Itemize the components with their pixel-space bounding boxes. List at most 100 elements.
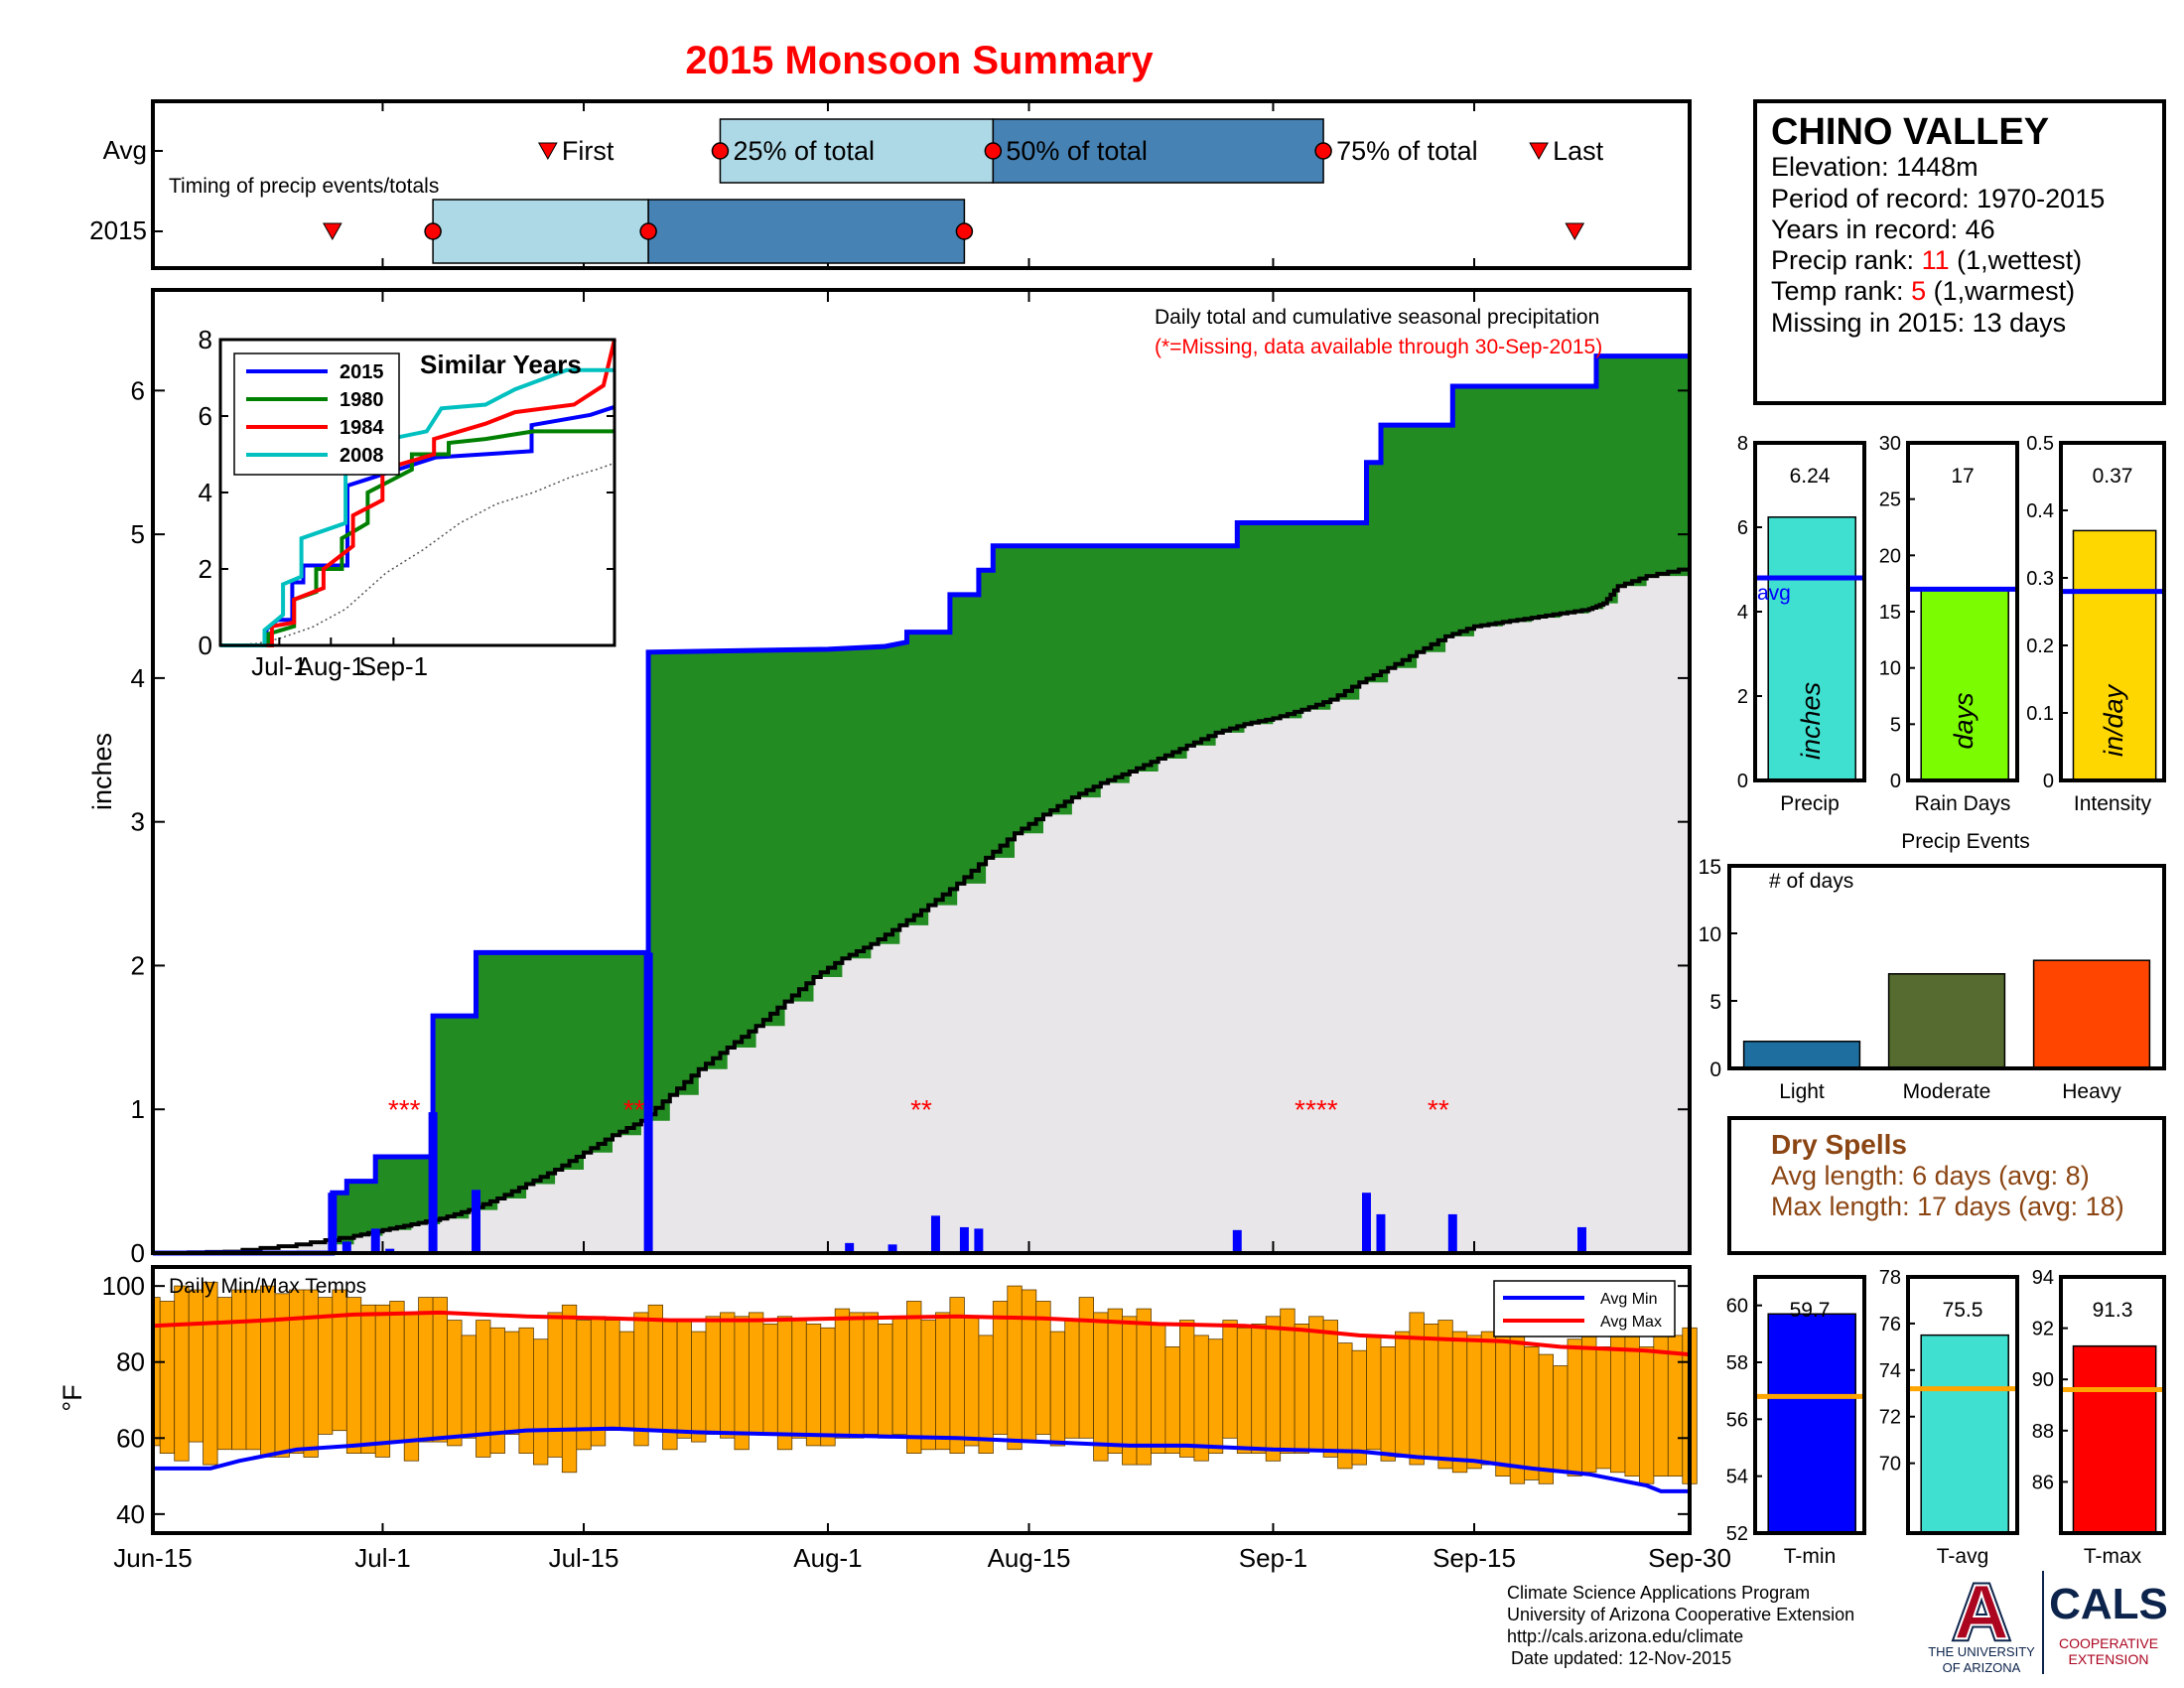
- temp-title: Daily Min/Max Temps: [169, 1275, 366, 1298]
- daily-precip-bar: [930, 1215, 940, 1253]
- daily-temp-bar: [374, 1304, 391, 1458]
- temp-rank: Temp rank: 5 (1,warmest): [1771, 276, 2075, 306]
- daily-temp-bar: [1567, 1338, 1582, 1477]
- daily-temp-bar: [935, 1312, 951, 1451]
- daily-precip-bar: [1362, 1193, 1371, 1253]
- events-bar-moderate: [1887, 973, 2006, 1069]
- daily-temp-bar: [749, 1312, 764, 1435]
- date-xtick-label: Sep-15: [1433, 1543, 1516, 1573]
- daily-temp-bar: [1322, 1320, 1338, 1458]
- cals-line-1: COOPERATIVE: [2059, 1635, 2158, 1651]
- daily-temp-bar: [618, 1331, 635, 1431]
- precip-panel-value: 0.37: [2093, 465, 2133, 488]
- temp-ytick-label: 40: [116, 1499, 145, 1529]
- precip-panel-ytick-label: 8: [1737, 433, 1748, 455]
- footer-line-3: http://cals.arizona.edu/climate: [1507, 1626, 1743, 1646]
- temp-ytick-label: 100: [102, 1271, 145, 1301]
- daily-temp-bar: [992, 1301, 1009, 1435]
- daily-precip-bar: [1447, 1213, 1457, 1253]
- daily-temp-bar: [288, 1289, 305, 1455]
- daily-temp-bar: [203, 1281, 218, 1466]
- daily-temp-bar: [1093, 1312, 1109, 1462]
- avg-cumulative-area: [153, 567, 1690, 1253]
- daily-temp-bar: [503, 1331, 520, 1435]
- daily-temp-bar: [891, 1316, 907, 1435]
- inset-line-1984: [220, 339, 616, 647]
- precip-summary-bars: 0 2 4 6 8 6.24 Precip inches avg 0 5 10 15 20 25 30 17 Ra…: [1737, 433, 2166, 815]
- date-x-axis: Jun-15 Jul-1 Jul-15 Aug-1 Aug-15 Sep-1 Sep-15 S…: [113, 1523, 1731, 1573]
- temp-panel-ytick-label: 94: [2032, 1267, 2054, 1289]
- temp-panel-ytick-label: 92: [2032, 1319, 2054, 1340]
- daily-temp-bar: [1064, 1320, 1080, 1439]
- legend-avg-min: Avg Min: [1600, 1291, 1658, 1308]
- precip-panel-ytick-label: 5: [1890, 714, 1901, 736]
- daily-temp-bar: [1007, 1285, 1023, 1451]
- daily-temp-bar: [791, 1320, 807, 1439]
- temp-ytick-label: 60: [116, 1423, 145, 1453]
- daily-temp-bar: [776, 1316, 793, 1451]
- main-ytick-label: 0: [131, 1238, 145, 1268]
- 2015-75pct-marker: [955, 222, 974, 240]
- temperature-chart: 40 60 80 100 Jun-15 Jul-1 Jul-15 Aug-1 Aug-15 Se…: [58, 1265, 1731, 1573]
- daily-temp-bar: [518, 1327, 534, 1455]
- main-y-axis: 0 1 2 3 4 5 6: [131, 290, 1691, 1268]
- daily-temp-bar: [906, 1301, 922, 1455]
- date-xtick-label: Sep-1: [1239, 1543, 1307, 1573]
- daily-precip-bars: [328, 952, 1586, 1253]
- station-info-box: CHINO VALLEY Elevation: 1448m Period of …: [1753, 99, 2166, 405]
- temp-bar-t-max: [2072, 1344, 2157, 1534]
- events-title: Precip Events: [1901, 830, 2030, 853]
- daily-temp-bar: [1308, 1316, 1324, 1451]
- daily-temp-bar: [691, 1331, 707, 1443]
- avg-timing-box-50-75: [992, 118, 1324, 184]
- main-ytick-label: 4: [131, 663, 145, 693]
- inset-line-1980: [220, 429, 614, 647]
- main-plot-frame: [151, 288, 1692, 1255]
- daily-precip-bar: [1577, 1226, 1586, 1253]
- temp-panel-frame: [1906, 1275, 2019, 1535]
- daily-temp-bar: [1610, 1331, 1626, 1474]
- date-xtick-label: Jul-15: [549, 1543, 619, 1573]
- missing-marker: ***: [388, 1094, 421, 1125]
- daily-temp-bar: [1164, 1346, 1180, 1455]
- daily-temp-bar: [849, 1312, 865, 1439]
- daily-temp-bar: [418, 1297, 434, 1443]
- events-category-label: Light: [1779, 1080, 1825, 1103]
- temp-panel-label: T-max: [2084, 1545, 2142, 1568]
- inset-legend-label-2008: 2008: [340, 445, 384, 467]
- events-ytick-label: 15: [1699, 856, 1721, 879]
- daily-temp-bar: [863, 1312, 879, 1435]
- daily-precip-bar: [1232, 1229, 1242, 1253]
- precip-panel-unit: inches: [1796, 682, 1826, 760]
- footer-line-4: Date updated: 12-Nov-2015: [1511, 1648, 1731, 1668]
- precip-panel-ytick-label: 20: [1879, 545, 1901, 567]
- daily-temp-bar: [1451, 1331, 1468, 1474]
- events-category-label: Moderate: [1903, 1080, 1991, 1103]
- precip-panel-unit: days: [1949, 692, 1979, 749]
- inset-legend: 2015 1980 1984 2008: [246, 361, 384, 467]
- timing-markers: [322, 142, 1585, 241]
- daily-precip-bar: [385, 1248, 395, 1253]
- daily-temp-bar: [1653, 1335, 1669, 1477]
- temp-panel-value: 91.3: [2093, 1299, 2133, 1322]
- inset-ytick-label: 4: [199, 478, 212, 507]
- daily-temp-bar: [1667, 1335, 1684, 1477]
- daily-temp-bar: [174, 1285, 190, 1462]
- temp-bar-t-min: [1767, 1313, 1856, 1534]
- inset-legend-label-1980: 1980: [340, 389, 384, 411]
- precip-panel-label: Precip: [1780, 792, 1840, 815]
- daily-temp-bar: [389, 1301, 405, 1443]
- temp-panel-ytick-label: 54: [1726, 1467, 1748, 1488]
- inset-ytick-label: 6: [199, 401, 212, 431]
- daily-temp-bar: [1193, 1335, 1209, 1462]
- events-y-axis: 0 5 10 15: [1699, 856, 1737, 1081]
- temp-panel-ytick-label: 72: [1879, 1407, 1901, 1429]
- daily-precip-bar: [428, 1112, 438, 1253]
- legend-avg-max: Avg Max: [1600, 1314, 1662, 1331]
- avg-timing-box-25-50: [719, 118, 995, 184]
- missing-days: Missing in 2015: 13 days: [1771, 308, 2066, 338]
- daily-temp-bar: [878, 1324, 893, 1439]
- daily-temp-bar: [1524, 1346, 1540, 1480]
- precip-panel-frame: [2059, 441, 2166, 782]
- daily-temp-bar: [1395, 1331, 1411, 1458]
